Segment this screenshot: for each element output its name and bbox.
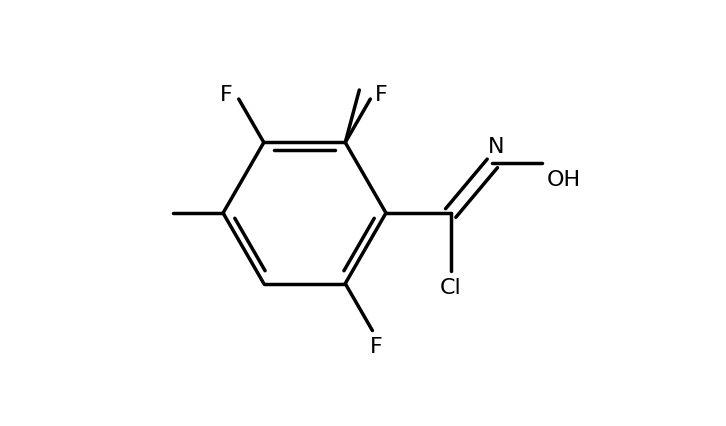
Text: Cl: Cl xyxy=(440,278,462,298)
Text: F: F xyxy=(370,337,383,357)
Text: N: N xyxy=(489,137,505,157)
Text: F: F xyxy=(220,85,232,105)
Text: OH: OH xyxy=(547,170,581,190)
Text: F: F xyxy=(375,85,387,105)
